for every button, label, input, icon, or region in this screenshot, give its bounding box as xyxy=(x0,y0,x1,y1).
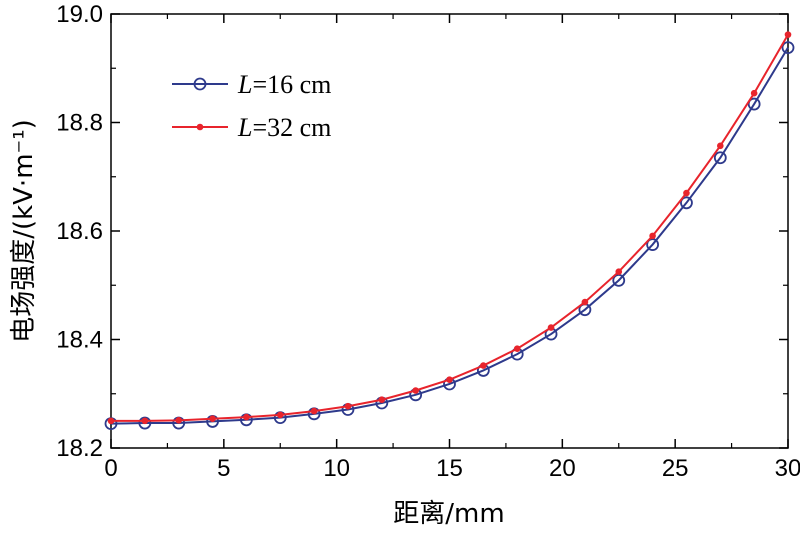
x-tick-label: 30 xyxy=(775,455,800,482)
legend-entry: L=16 cm xyxy=(172,70,331,99)
x-tick-label: 10 xyxy=(323,455,350,482)
data-point xyxy=(310,407,318,415)
data-point xyxy=(138,416,152,430)
legend-label-italic: L xyxy=(237,70,252,99)
x-tick-label: 0 xyxy=(104,455,117,482)
data-point xyxy=(547,324,555,331)
legend-label-rest: =16 cm xyxy=(252,70,331,99)
legend-label-rest: =32 cm xyxy=(252,113,331,142)
legend-marker xyxy=(196,123,204,131)
data-point xyxy=(243,413,250,421)
legend: L=16 cmL=32 cm xyxy=(172,70,331,142)
data-point xyxy=(209,415,216,423)
data-point xyxy=(717,142,724,150)
data-point xyxy=(781,41,795,55)
data-point xyxy=(680,196,693,210)
legend-entry: L=32 cm xyxy=(172,113,331,142)
y-tick-label: 19.0 xyxy=(56,1,103,28)
data-point xyxy=(480,362,487,369)
data-point xyxy=(141,417,149,425)
data-point xyxy=(615,268,623,275)
data-point xyxy=(175,417,182,424)
x-axis-title: 距离/mm xyxy=(393,499,504,529)
x-tick-label: 15 xyxy=(436,455,463,482)
legend-label: L=16 cm xyxy=(237,70,331,99)
x-tick-label: 20 xyxy=(549,455,576,482)
series-2 xyxy=(107,31,792,425)
data-point xyxy=(513,345,521,353)
y-axis-title: 电场强度/(kV·m⁻¹) xyxy=(9,119,39,343)
y-tick-label: 18.8 xyxy=(56,110,103,137)
data-point xyxy=(107,417,115,425)
series-layer xyxy=(104,31,795,430)
y-tick-label: 18.4 xyxy=(56,327,103,354)
legend-label: L=32 cm xyxy=(237,113,331,142)
series-line xyxy=(110,47,789,425)
data-point xyxy=(581,298,589,306)
data-point xyxy=(446,376,453,383)
legend-marker xyxy=(193,77,207,91)
x-tick-label: 5 xyxy=(217,455,230,482)
data-point xyxy=(750,89,758,97)
series-1 xyxy=(104,41,795,430)
axis-ticks: 0 5 10 15 20 25 30 18.2 18.4 18.6 18.8 19.0 xyxy=(56,1,800,482)
legend-label-italic: L xyxy=(237,113,252,142)
data-point xyxy=(747,97,761,111)
y-tick-label: 18.2 xyxy=(56,435,103,462)
data-point xyxy=(713,151,727,165)
series-line xyxy=(111,34,789,422)
data-point xyxy=(344,402,352,410)
data-point xyxy=(649,232,656,240)
data-point xyxy=(378,396,386,404)
data-point xyxy=(276,411,284,419)
data-point xyxy=(683,189,690,197)
y-tick-label: 18.6 xyxy=(56,218,103,245)
x-tick-label: 25 xyxy=(662,455,689,482)
data-point xyxy=(412,387,419,394)
data-point xyxy=(784,31,792,38)
